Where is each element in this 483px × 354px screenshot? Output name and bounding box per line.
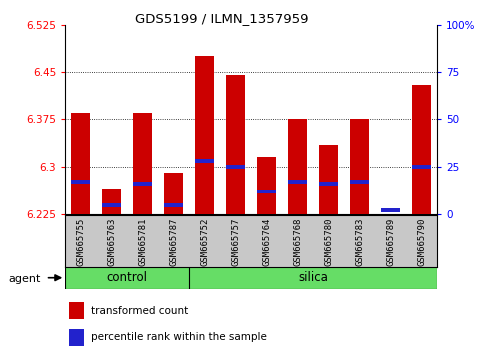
Bar [196,159,214,163]
Bar [102,189,121,214]
Bar [382,209,400,212]
Text: GSM665780: GSM665780 [324,217,333,266]
Text: GSM665783: GSM665783 [355,217,364,266]
Bar [102,203,121,207]
Bar [412,85,431,214]
Bar [69,302,84,319]
Bar [69,329,84,346]
Text: GSM665781: GSM665781 [138,217,147,266]
Bar [257,157,276,214]
Text: transformed count: transformed count [91,306,188,316]
Text: GSM665755: GSM665755 [76,217,85,266]
Bar [350,180,369,184]
Text: agent: agent [9,274,41,284]
Bar [227,75,245,214]
Bar [164,173,183,214]
Bar [319,182,338,186]
Text: GSM665768: GSM665768 [293,217,302,266]
Text: GSM665764: GSM665764 [262,217,271,266]
Bar [196,56,214,214]
Text: GSM665789: GSM665789 [386,217,395,266]
Bar [412,165,431,169]
Bar [164,203,183,207]
Bar [257,189,276,193]
Text: GSM665787: GSM665787 [169,217,178,266]
Bar [133,182,152,186]
Text: percentile rank within the sample: percentile rank within the sample [91,332,267,342]
Text: GSM665763: GSM665763 [107,217,116,266]
Bar [288,180,307,184]
Bar [71,113,90,214]
FancyBboxPatch shape [65,267,437,289]
Bar [350,120,369,214]
Text: GSM665752: GSM665752 [200,217,209,266]
Text: GSM665790: GSM665790 [417,217,426,266]
Bar [288,120,307,214]
Text: GDS5199 / ILMN_1357959: GDS5199 / ILMN_1357959 [135,12,309,25]
Bar [227,165,245,169]
Text: silica: silica [298,272,328,284]
Bar [319,145,338,214]
Bar [71,180,90,184]
Text: GSM665757: GSM665757 [231,217,240,266]
Text: control: control [107,272,148,284]
Bar [133,113,152,214]
